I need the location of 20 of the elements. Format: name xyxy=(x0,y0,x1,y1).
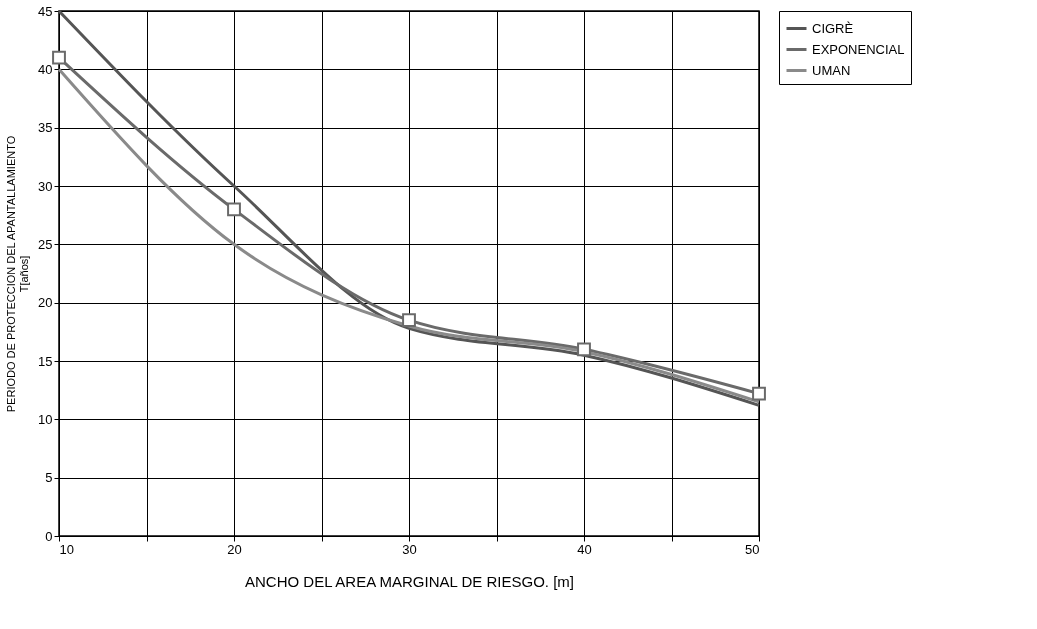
y-tick-label: 0 xyxy=(45,528,53,544)
y-tick-label: 30 xyxy=(38,178,53,194)
y-tick-label: 45 xyxy=(38,3,53,19)
legend-label: CIGRÈ xyxy=(812,20,854,36)
y-tick-label: 40 xyxy=(38,61,53,77)
y-tick-label: 35 xyxy=(38,120,53,136)
x-tick-label: 50 xyxy=(745,541,760,557)
legend-label: UMAN xyxy=(812,62,851,78)
y-tick-label: 25 xyxy=(38,236,53,252)
x-tick-label: 10 xyxy=(59,541,74,557)
y-tick-label: 10 xyxy=(38,411,53,427)
x-tick-label: 20 xyxy=(227,541,242,557)
x-axis-title: ANCHO DEL AREA MARGINAL DE RIESGO. [m] xyxy=(245,572,574,590)
y-tick-label: 5 xyxy=(45,470,53,486)
y-tick-label: 20 xyxy=(38,295,53,311)
y-tick-label: 15 xyxy=(38,353,53,369)
x-tick-label: 40 xyxy=(577,541,592,557)
legend-label: EXPONENCIAL xyxy=(812,41,905,57)
y-axis-title: PERIODO DE PROTECCION DEL APANTALLAMIENTO T[años] xyxy=(5,135,31,413)
x-tick-label: 30 xyxy=(402,541,417,557)
